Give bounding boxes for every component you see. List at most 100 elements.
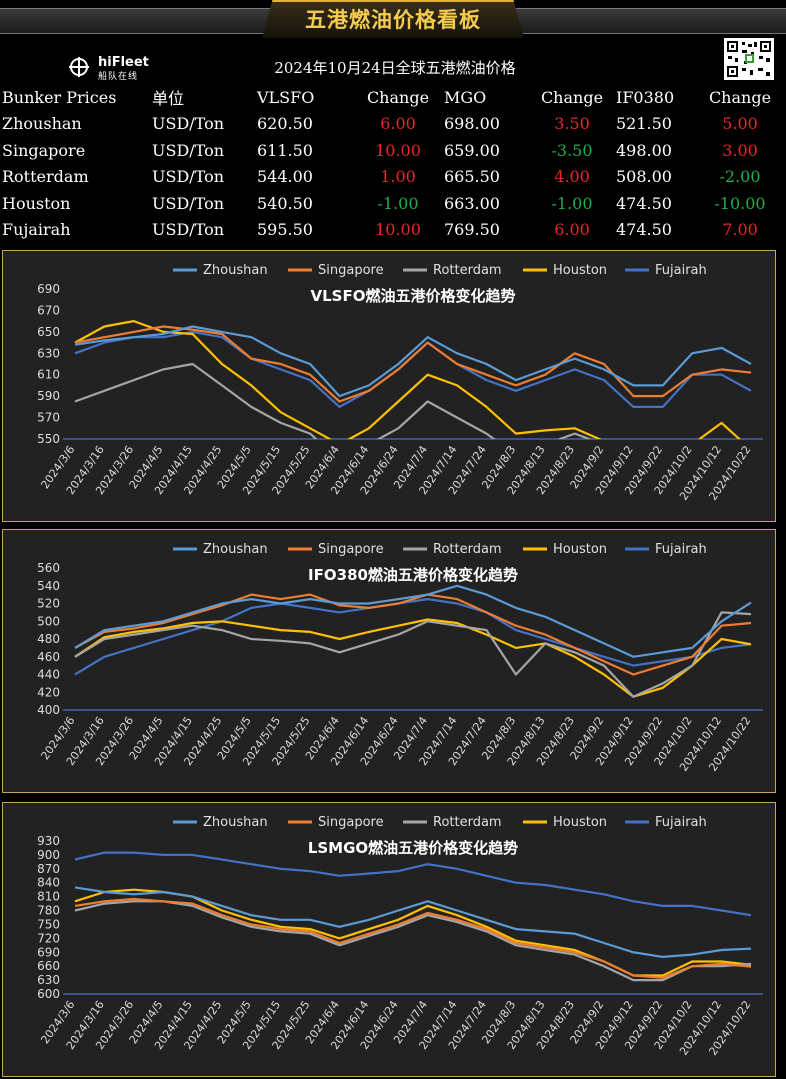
series-line-zhoushan [74,325,752,398]
ifo-cell: 474.50 [616,193,672,213]
hifleet-logo: hiFleet 船队在线 [68,52,168,82]
header-cell: Change [708,87,772,107]
y-tick-label: 750 [37,917,60,931]
series-line-houston [74,319,741,439]
ifo-cell: 521.50 [616,114,672,134]
y-tick-label: 550 [37,432,60,446]
header-cell: VLSFO [257,87,315,107]
header-cell: 单位 [152,89,185,109]
y-tick-label: 400 [37,703,60,717]
series-line-singapore [74,325,752,403]
legend-label: Houston [553,542,607,557]
y-tick-label: 840 [37,876,60,890]
mgo-change-cell: -1.00 [551,193,593,213]
vlsfo-cell: 595.50 [257,220,313,240]
legend-label: Rotterdam [433,815,502,830]
series-line-houston [74,618,752,698]
unit-cell: USD/Ton [152,167,225,187]
ifo-change-cell: 3.00 [722,140,758,160]
port-cell: Zhoushan [2,114,82,134]
series-line-fujairah [74,851,752,917]
legend-label: Fujairah [655,542,707,557]
y-tick-label: 930 [37,834,60,848]
port-cell: Rotterdam [2,167,89,187]
vlsfo-cell: 540.50 [257,193,313,213]
y-tick-label: 810 [37,890,60,904]
ship-wheel-icon [69,57,89,77]
vlsfo-change-cell: 1.00 [380,167,416,187]
y-tick-label: 670 [37,303,60,317]
series-line-rotterdam [74,611,752,698]
ifo-change-cell: 7.00 [722,220,758,240]
y-tick-label: 690 [37,945,60,959]
legend-label: Fujairah [655,263,707,278]
y-tick-label: 630 [37,346,60,360]
legend-label: Rotterdam [433,263,502,278]
legend-label: Houston [553,815,607,830]
ifo-change-cell: -10.00 [714,193,766,213]
y-tick-label: 570 [37,411,60,425]
series-line-zhoushan [74,886,752,958]
y-tick-label: 520 [37,597,60,611]
ifo380-chart-panel: Zhoushan Singapore Rotterdam Houston Fujaira… [2,529,776,793]
table-row: Singapore USD/Ton 611.50 10.00 659.00 -3… [2,137,784,164]
vlsfo-chart-panel: Zhoushan Singapore Rotterdam Houston Fujaira… [2,250,776,522]
y-tick-label: 600 [37,987,60,1001]
y-tick-label: 610 [37,368,60,382]
legend-label: Singapore [318,815,384,830]
y-tick-label: 590 [37,389,60,403]
series-line-singapore [74,897,752,979]
series-line-rotterdam [74,362,593,439]
mgo-cell: 659.00 [444,140,500,160]
vlsfo-change-cell: 10.00 [375,140,421,160]
vlsfo-chart: Zhoushan Singapore Rotterdam Houston Fujaira… [37,263,763,503]
chart-title: VLSFO燃油五港价格变化趋势 [311,287,516,305]
y-tick-label: 690 [37,282,60,296]
port-cell: Singapore [2,140,86,160]
legend-label: Houston [553,263,607,278]
y-tick-label: 540 [37,579,60,593]
y-tick-label: 900 [37,848,60,862]
y-tick-label: 420 [37,685,60,699]
mgo-cell: 665.50 [444,167,500,187]
y-tick-label: 630 [37,973,60,987]
bunker-price-table: Bunker Prices 单位 VLSFO Change MGO Change… [2,84,784,243]
header-cell: Bunker Prices [2,87,117,107]
vlsfo-cell: 611.50 [257,140,313,160]
mgo-change-cell: 4.00 [554,167,590,187]
vlsfo-cell: 620.50 [257,114,313,134]
series-line-rotterdam [74,900,752,982]
vlsfo-change-cell: -1.00 [377,193,419,213]
table-row: Fujairah USD/Ton 595.50 10.00 769.50 6.0… [2,217,784,244]
ifo-cell: 474.50 [616,220,672,240]
legend-label: Zhoushan [203,815,268,830]
mgo-change-cell: -3.50 [551,140,593,160]
unit-cell: USD/Ton [152,114,225,134]
logo-name: hiFleet [98,55,149,70]
port-cell: Houston [2,193,71,213]
table-row: Zhoushan USD/Ton 620.50 6.00 698.00 3.50… [2,111,784,138]
y-tick-label: 720 [37,931,60,945]
header-cell: Change [366,87,430,107]
mgo-cell: 663.00 [444,193,500,213]
unit-cell: USD/Ton [152,140,225,160]
mgo-change-cell: 6.00 [554,220,590,240]
title-banner: 五港燃油价格看板 [0,0,786,42]
unit-cell: USD/Ton [152,220,225,240]
ifo-cell: 498.00 [616,140,672,160]
ifo380-chart: Zhoushan Singapore Rotterdam Houston Fujaira… [37,542,763,774]
chart-title: IFO380燃油五港价格变化趋势 [308,566,518,584]
y-tick-label: 650 [37,325,60,339]
qr-code-icon [724,38,774,80]
banner-title: 五港燃油价格看板 [305,8,481,32]
y-tick-label: 440 [37,668,60,682]
legend-label: Singapore [318,263,384,278]
series-line-singapore [74,593,752,676]
vlsfo-change-cell: 10.00 [375,220,421,240]
port-cell: Fujairah [2,220,71,240]
ifo-change-cell: 5.00 [722,114,758,134]
table-row: Houston USD/Ton 540.50 -1.00 663.00 -1.0… [2,190,784,217]
banner-plate: 五港燃油价格看板 [262,0,524,38]
y-tick-label: 480 [37,632,60,646]
legend-label: Zhoushan [203,542,268,557]
